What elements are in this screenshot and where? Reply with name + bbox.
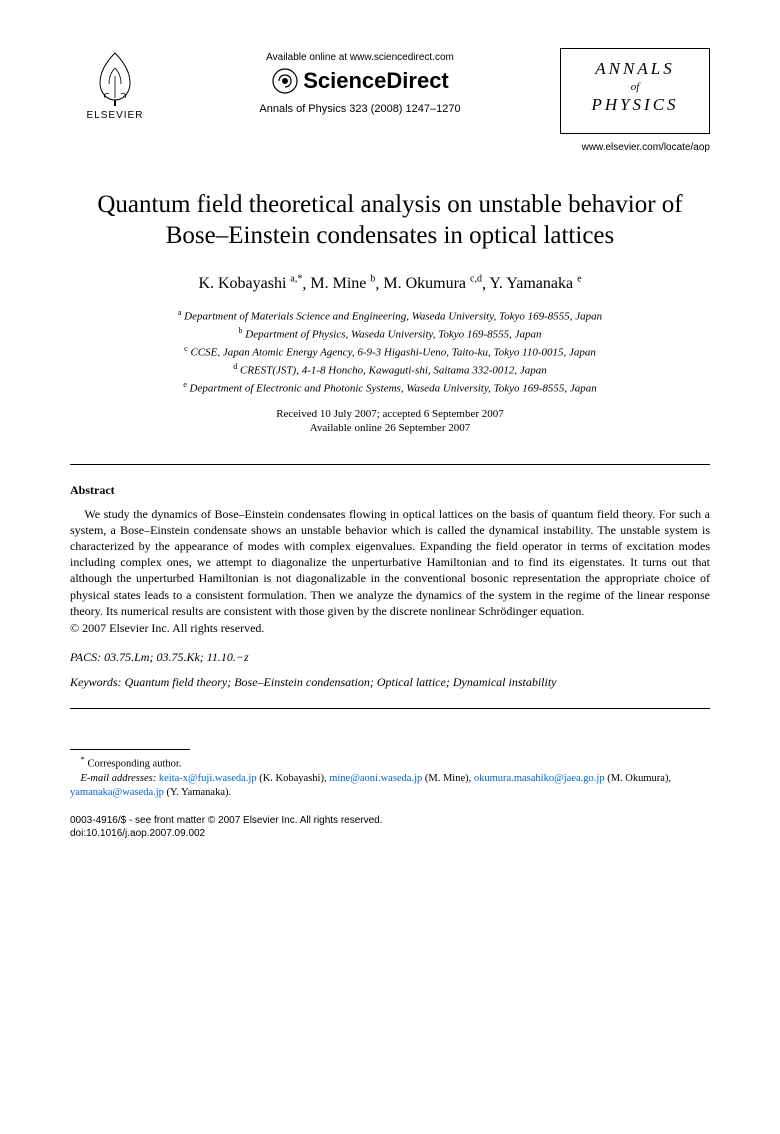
bottom-meta: 0003-4916/$ - see front matter © 2007 El… — [70, 814, 710, 840]
affiliation: d CREST(JST), 4-1-8 Honcho, Kawaguti-shi… — [70, 361, 710, 379]
affiliation: a Department of Materials Science and En… — [70, 307, 710, 325]
pacs-line: PACS: 03.75.Lm; 03.75.Kk; 11.10.−z — [70, 650, 710, 665]
rule-above-abstract — [70, 464, 710, 465]
corresponding-author: * Corresponding author. — [70, 754, 710, 772]
footnote-rule — [70, 749, 190, 750]
elsevier-logo-block: ELSEVIER — [70, 48, 160, 121]
article-dates: Received 10 July 2007; accepted 6 Septem… — [70, 407, 710, 436]
elsevier-tree-icon — [85, 48, 145, 108]
journal-name-physics: PHYSICS — [561, 95, 709, 115]
journal-cover-box: ANNALS of PHYSICS — [560, 48, 710, 134]
pacs-codes: 03.75.Lm; 03.75.Kk; 11.10.−z — [104, 650, 249, 664]
article-title: Quantum field theoretical analysis on un… — [70, 189, 710, 252]
center-header: Available online at www.sciencedirect.co… — [160, 48, 560, 115]
email-label: E-mail addresses: — [81, 773, 157, 784]
author: M. Mine b — [310, 275, 375, 292]
email-link[interactable]: keita-x@fuji.waseda.jp — [159, 773, 257, 784]
abstract-heading: Abstract — [70, 483, 710, 498]
affiliation-text: CREST(JST), 4-1-8 Honcho, Kawaguti-shi, … — [240, 365, 547, 377]
keywords-line: Keywords: Quantum field theory; Bose–Ein… — [70, 675, 710, 690]
affiliation-mark: a — [178, 308, 182, 317]
author-name: K. Kobayashi — [198, 275, 286, 292]
available-online-text: Available online at www.sciencedirect.co… — [160, 52, 560, 63]
email-who: (K. Kobayashi) — [259, 773, 324, 784]
doi-line: doi:10.1016/j.aop.2007.09.002 — [70, 827, 710, 840]
affiliation: b Department of Physics, Waseda Universi… — [70, 325, 710, 343]
front-matter-line: 0003-4916/$ - see front matter © 2007 El… — [70, 814, 710, 827]
page-header: ELSEVIER Available online at www.science… — [70, 48, 710, 134]
corresponding-text: Corresponding author. — [88, 758, 182, 769]
keywords-text: Quantum field theory; Bose–Einstein cond… — [125, 675, 557, 689]
affiliation-mark: b — [239, 326, 243, 335]
author-marks: b — [370, 274, 375, 285]
sciencedirect-logo: ScienceDirect — [160, 67, 560, 95]
affiliation-text: CCSE, Japan Atomic Energy Agency, 6-9-3 … — [190, 347, 595, 359]
rule-below-keywords — [70, 708, 710, 709]
email-who: (M. Okumura) — [607, 773, 668, 784]
journal-name-of: of — [561, 81, 709, 93]
authors-line: K. Kobayashi a,*, M. Mine b, M. Okumura … — [70, 274, 710, 293]
author-marks: a,* — [290, 274, 302, 285]
affiliation-text: Department of Electronic and Photonic Sy… — [190, 383, 597, 395]
affiliation-mark: d — [233, 362, 237, 371]
author-marks: e — [577, 274, 581, 285]
author-name: M. Mine — [310, 275, 366, 292]
affiliation: e Department of Electronic and Photonic … — [70, 379, 710, 397]
affiliation-text: Department of Physics, Waseda University… — [245, 329, 541, 341]
elsevier-label: ELSEVIER — [87, 110, 144, 121]
footnotes: * Corresponding author. E-mail addresses… — [70, 754, 710, 800]
affiliations: a Department of Materials Science and En… — [70, 307, 710, 397]
author-marks: c,d — [470, 274, 482, 285]
abstract-copyright: © 2007 Elsevier Inc. All rights reserved… — [70, 621, 710, 636]
abstract-body: We study the dynamics of Bose–Einstein c… — [70, 506, 710, 619]
email-who: (M. Mine) — [425, 773, 469, 784]
sciencedirect-icon — [271, 67, 299, 95]
author: M. Okumura c,d — [383, 275, 482, 292]
author: Y. Yamanaka e — [489, 275, 581, 292]
author: K. Kobayashi a,* — [198, 275, 302, 292]
email-who: (Y. Yamanaka) — [167, 787, 229, 798]
journal-citation: Annals of Physics 323 (2008) 1247–1270 — [160, 103, 560, 115]
received-date: Received 10 July 2007; accepted 6 Septem… — [70, 407, 710, 421]
author-name: Y. Yamanaka — [489, 275, 573, 292]
sciencedirect-text: ScienceDirect — [303, 68, 449, 94]
email-link[interactable]: mine@aoni.waseda.jp — [329, 773, 422, 784]
email-addresses: E-mail addresses: keita-x@fuji.waseda.jp… — [70, 772, 710, 800]
journal-name-annals: ANNALS — [561, 59, 709, 79]
affiliation: c CCSE, Japan Atomic Energy Agency, 6-9-… — [70, 343, 710, 361]
affiliation-mark: e — [183, 380, 187, 389]
journal-url[interactable]: www.elsevier.com/locate/aop — [70, 142, 710, 153]
email-link[interactable]: yamanaka@waseda.jp — [70, 787, 164, 798]
affiliation-text: Department of Materials Science and Engi… — [184, 310, 602, 322]
online-date: Available online 26 September 2007 — [70, 421, 710, 435]
journal-box-wrapper: ANNALS of PHYSICS — [560, 48, 710, 134]
keywords-label: Keywords: — [70, 675, 122, 689]
affiliation-mark: c — [184, 344, 188, 353]
email-link[interactable]: okumura.masahiko@jaea.go.jp — [474, 773, 605, 784]
author-name: M. Okumura — [383, 275, 466, 292]
pacs-label: PACS: — [70, 650, 101, 664]
